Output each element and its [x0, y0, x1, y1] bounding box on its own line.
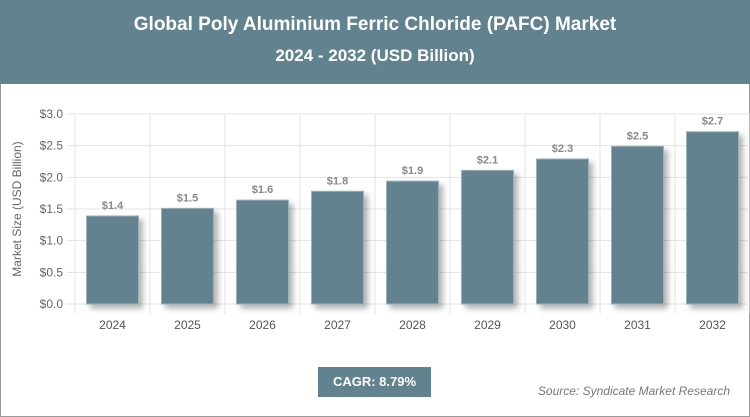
y-tick-label: $1.5	[40, 202, 64, 216]
x-tick-label: 2031	[624, 318, 651, 332]
y-tick-label: $0.0	[40, 297, 64, 311]
y-tick-label: $0.5	[40, 265, 64, 279]
data-label: $2.7	[702, 116, 723, 128]
x-tick-label: 2025	[174, 318, 201, 332]
x-tick-label: 2028	[399, 318, 426, 332]
data-label: $1.4	[102, 200, 124, 212]
data-label: $1.8	[327, 175, 348, 187]
chart-header: Global Poly Aluminium Ferric Chloride (P…	[0, 0, 750, 84]
y-tick-label: $1.0	[40, 234, 64, 248]
data-label: $2.1	[477, 154, 498, 166]
y-tick-label: $2.5	[40, 139, 64, 153]
data-label: $1.6	[252, 184, 273, 196]
x-tick-label: 2032	[699, 318, 726, 332]
data-label: $2.5	[627, 130, 648, 142]
bar	[536, 158, 589, 305]
bar	[311, 190, 364, 305]
bar	[686, 131, 739, 305]
data-label: $1.9	[402, 165, 423, 177]
x-tick-label: 2030	[549, 318, 576, 332]
bar	[461, 169, 514, 305]
chart-title: Global Poly Aluminium Ferric Chloride (P…	[133, 14, 617, 35]
cagr-badge: CAGR: 8.79%	[318, 367, 431, 397]
x-tick-label: 2024	[99, 318, 126, 332]
x-tick-label: 2027	[324, 318, 351, 332]
data-label: $1.5	[177, 192, 198, 204]
y-axis-label: Market Size (USD Billion)	[10, 141, 24, 276]
bar	[86, 215, 139, 305]
y-tick-label: $2.0	[40, 170, 64, 184]
chart-subtitle: 2024 - 2032 (USD Billion)	[275, 46, 475, 65]
x-tick-label: 2029	[474, 318, 501, 332]
data-label: $2.3	[552, 143, 573, 155]
y-tick-label: $3.0	[40, 107, 64, 121]
bar	[611, 145, 664, 305]
source-note: Source: Syndicate Market Research	[537, 384, 730, 398]
bar	[386, 180, 439, 305]
x-tick-label: 2026	[249, 318, 276, 332]
bar	[236, 199, 289, 305]
bar	[161, 207, 214, 305]
